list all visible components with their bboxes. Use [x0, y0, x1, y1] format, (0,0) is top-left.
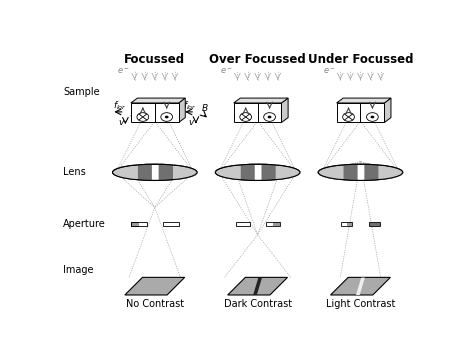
Text: Sample: Sample	[63, 87, 100, 98]
Bar	[138, 222, 146, 226]
Polygon shape	[330, 277, 391, 295]
Ellipse shape	[215, 164, 300, 181]
Circle shape	[137, 113, 149, 121]
Circle shape	[366, 113, 378, 121]
Bar	[130, 222, 146, 226]
Bar	[131, 103, 179, 122]
Bar	[341, 222, 346, 226]
Text: e$^-$: e$^-$	[323, 67, 336, 76]
Bar	[337, 103, 384, 122]
Bar	[346, 222, 352, 226]
Text: e$^-$: e$^-$	[118, 67, 130, 76]
Polygon shape	[337, 98, 391, 103]
Bar	[369, 222, 380, 226]
Bar	[266, 222, 273, 226]
Circle shape	[268, 115, 272, 118]
Text: $B$: $B$	[201, 102, 208, 113]
Bar	[273, 222, 280, 226]
Polygon shape	[131, 98, 185, 103]
Polygon shape	[356, 277, 365, 295]
Text: Image: Image	[63, 265, 93, 275]
Text: Over Focussed: Over Focussed	[209, 53, 306, 66]
Bar	[163, 222, 179, 226]
Text: e$^-$: e$^-$	[220, 67, 233, 76]
Circle shape	[165, 115, 169, 118]
Polygon shape	[282, 98, 288, 122]
Text: Under Focussed: Under Focussed	[308, 53, 413, 66]
Polygon shape	[179, 98, 185, 122]
Text: $f_{lor}$: $f_{lor}$	[113, 99, 127, 112]
Text: Lens: Lens	[63, 167, 86, 177]
Text: $B$: $B$	[131, 102, 138, 113]
Text: Light Contrast: Light Contrast	[326, 299, 395, 309]
Text: Dark Contrast: Dark Contrast	[224, 299, 292, 309]
Bar	[130, 222, 138, 226]
Text: No Contrast: No Contrast	[126, 299, 184, 309]
Polygon shape	[234, 98, 288, 103]
Circle shape	[240, 113, 252, 121]
Circle shape	[264, 113, 275, 121]
Circle shape	[161, 113, 173, 121]
Circle shape	[343, 113, 355, 121]
Polygon shape	[384, 98, 391, 122]
Text: $v$: $v$	[118, 118, 125, 127]
Bar	[234, 103, 282, 122]
Circle shape	[371, 115, 374, 118]
Text: Aperture: Aperture	[63, 219, 106, 229]
Ellipse shape	[112, 164, 197, 181]
Polygon shape	[253, 277, 262, 295]
Text: Focussed: Focussed	[124, 53, 185, 66]
Text: $f_{lor}$: $f_{lor}$	[183, 99, 197, 112]
Bar	[341, 222, 352, 226]
Bar	[236, 222, 249, 226]
Bar	[266, 222, 280, 226]
Ellipse shape	[318, 164, 403, 181]
Polygon shape	[228, 277, 288, 295]
Polygon shape	[125, 277, 185, 295]
Text: $v$: $v$	[189, 118, 196, 127]
